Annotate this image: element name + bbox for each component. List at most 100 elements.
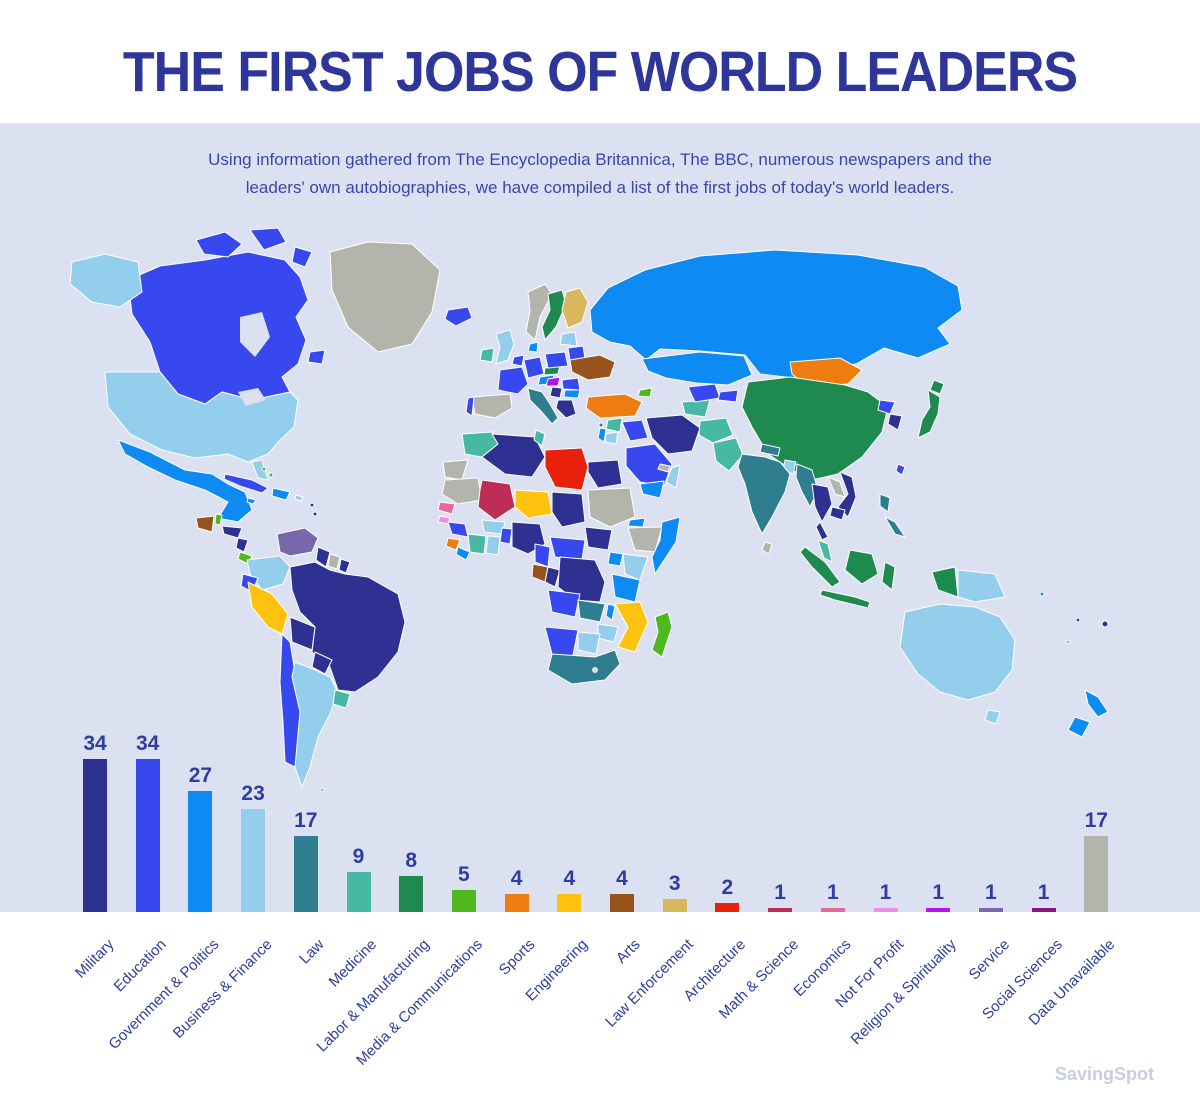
map-region-turkey xyxy=(585,393,643,419)
map-region-israel xyxy=(597,427,607,443)
bar-label: Law xyxy=(296,936,328,968)
bar-label: Media & Communications xyxy=(353,936,486,1069)
map-region-south-africa xyxy=(547,649,621,685)
map-region-lesser-antilles xyxy=(312,511,318,517)
great-lakes xyxy=(238,388,266,406)
map-region-iran xyxy=(645,414,701,455)
map-region-nicaragua xyxy=(235,537,249,553)
map-region-suriname xyxy=(327,553,341,570)
map-region-borneo xyxy=(844,549,879,585)
map-region-afghanistan xyxy=(698,417,734,444)
map-region-central-african-republic xyxy=(549,536,586,561)
map-region-uae xyxy=(657,463,671,473)
map-region-cuba xyxy=(223,473,269,494)
map-region-iraq xyxy=(621,419,649,442)
map-region-poland xyxy=(544,351,569,369)
map-region-australia xyxy=(899,603,1016,701)
bar-label: Service xyxy=(965,936,1013,984)
map-region-falklands xyxy=(319,787,325,793)
map-region-india xyxy=(737,453,791,535)
map-region-angola xyxy=(547,589,581,618)
map-region-portugal xyxy=(465,396,475,417)
map-region-italy xyxy=(527,387,559,425)
map-region-bahamas xyxy=(268,472,274,478)
map-region-sierra-leone xyxy=(445,537,461,551)
map-region-jordan xyxy=(604,431,619,445)
map-region-nepal xyxy=(759,443,781,457)
map-region-french-guiana xyxy=(338,558,351,574)
map-region-cambodia xyxy=(829,506,846,521)
map-region-malawi xyxy=(605,603,616,621)
map-region-newfoundland xyxy=(307,349,326,365)
map-region-uruguay xyxy=(332,689,351,709)
map-region-guinea-bissau xyxy=(437,515,451,525)
map-region-kyrgyzstan xyxy=(717,389,739,403)
map-region-romania xyxy=(561,377,581,391)
map-region-mexico xyxy=(117,439,253,523)
map-region-eritrea xyxy=(627,517,646,528)
bar-label: Military xyxy=(71,936,118,982)
map-region-cyprus xyxy=(598,422,604,428)
map-region-mauritania xyxy=(441,477,483,505)
map-region-denmark xyxy=(527,341,539,353)
bar-label: Math & Science xyxy=(715,936,803,1023)
map-region-hispaniola xyxy=(271,487,291,501)
map-region-solomon-islands xyxy=(1039,591,1045,597)
map-region-uzbekistan xyxy=(687,383,721,403)
bar-label: Data Unavailable xyxy=(1025,936,1119,1029)
bar-label: Government & Politics xyxy=(105,936,223,1053)
map-region-hungary xyxy=(545,376,561,387)
bar-label: Not For Profit xyxy=(832,936,908,1012)
brand-logo: SavingSpot xyxy=(1054,1064,1154,1084)
intro-line-1: Using information gathered from The Ency… xyxy=(208,150,992,169)
map-region-niger xyxy=(514,489,553,519)
map-region-new-zealand-north xyxy=(1084,689,1109,718)
map-region-usa xyxy=(104,371,299,463)
map-region-uk xyxy=(495,329,515,365)
map-region-bulgaria xyxy=(563,389,581,399)
map-region-thailand-south xyxy=(815,521,829,541)
map-region-thailand xyxy=(811,483,833,523)
map-region-cameroon xyxy=(534,543,551,568)
map-region-ireland xyxy=(479,347,495,363)
map-region-guyana xyxy=(315,546,331,568)
map-region-oman xyxy=(665,464,681,489)
map-region-philippines xyxy=(879,493,891,513)
bar-label: Labor & Manufacturing xyxy=(313,936,434,1056)
map-region-mozambique xyxy=(614,601,649,653)
map-region-sumatra xyxy=(799,546,841,588)
map-region-germany xyxy=(523,356,545,379)
map-region-laos xyxy=(827,476,846,498)
map-region-sweden xyxy=(541,289,567,341)
bar-label: Law Enforcement xyxy=(602,936,697,1031)
map-region-botswana xyxy=(577,631,601,655)
bar-label: Architecture xyxy=(680,936,750,1005)
map-region-canada-arctic xyxy=(195,231,243,258)
bar-label: Medicine xyxy=(326,936,381,991)
map-region-vietnam xyxy=(837,471,857,518)
map-region-spain xyxy=(471,393,513,419)
map-region-iceland xyxy=(444,306,473,327)
bar-label: Engineering xyxy=(522,936,592,1005)
map-region-tasmania xyxy=(984,709,1001,725)
map-region-guinea xyxy=(447,521,469,538)
map-region-vanuatu xyxy=(1075,617,1081,623)
bar-label: Social Sciences xyxy=(978,936,1066,1023)
map-region-togo-benin xyxy=(499,527,513,545)
world-map xyxy=(69,227,1109,793)
map-region-greenland xyxy=(329,241,441,353)
map-region-ukraine xyxy=(569,354,616,381)
map-region-guatemala xyxy=(195,515,215,533)
bar-label: Economics xyxy=(790,936,855,1000)
map-region-egypt xyxy=(587,459,623,489)
map-region-paraguay xyxy=(311,651,333,675)
map-region-peru xyxy=(247,581,289,635)
map-region-jamaica xyxy=(246,497,257,505)
map-region-finland xyxy=(561,287,589,329)
map-region-drc xyxy=(557,556,606,603)
map-region-philippines xyxy=(884,516,906,538)
map-region-zimbabwe xyxy=(597,623,619,643)
map-region-bolivia xyxy=(289,616,316,651)
bar-label: Education xyxy=(110,936,170,996)
map-region-libya xyxy=(544,447,589,491)
